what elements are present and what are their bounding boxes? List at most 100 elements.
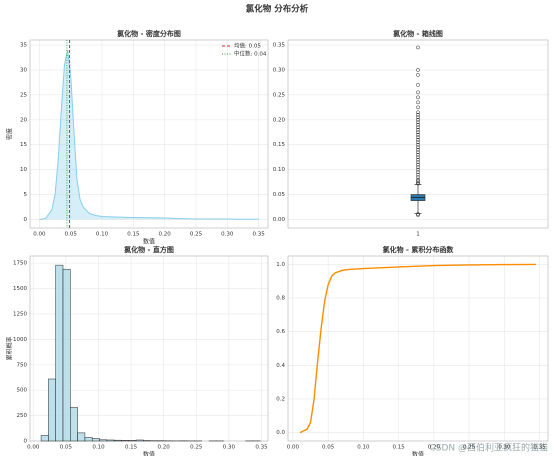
y-tick-label: 0.4 bbox=[276, 363, 285, 369]
histogram-bar bbox=[135, 439, 144, 442]
y-tick-label: 250 bbox=[17, 413, 28, 419]
x-axis-label: 数值 bbox=[143, 451, 155, 456]
subplot-title: 氯化物 - 直方图 bbox=[124, 245, 174, 254]
outlier bbox=[416, 152, 420, 157]
cdf-line bbox=[299, 263, 537, 434]
outlier bbox=[416, 213, 420, 217]
subplot-title: 氯化物 - 累积分布函数 bbox=[383, 245, 455, 254]
x-tick-label: 0.20 bbox=[158, 445, 171, 451]
outlier bbox=[416, 105, 420, 110]
y-tick-label: 0 bbox=[24, 217, 28, 223]
x-tick-label: 0.00 bbox=[287, 445, 300, 451]
y-tick-label: 1500 bbox=[13, 286, 27, 292]
outlier bbox=[416, 127, 420, 132]
outlier bbox=[416, 90, 420, 95]
y-tick-label: 1750 bbox=[13, 261, 27, 267]
outlier bbox=[416, 170, 420, 174]
outlier bbox=[416, 137, 420, 142]
outlier bbox=[416, 73, 420, 77]
subplot-title: 氯化物 - 箱线图 bbox=[393, 29, 443, 38]
y-axis-label: 密度 bbox=[6, 128, 14, 140]
histogram-bar bbox=[99, 439, 108, 442]
outlier bbox=[416, 150, 420, 155]
histogram-bar bbox=[40, 435, 49, 442]
figure-title: 氯化物 分布分析 bbox=[246, 4, 309, 15]
y-tick-label: 0.10 bbox=[273, 167, 286, 173]
y-tick-label: 1250 bbox=[13, 311, 27, 317]
y-tick-label: 0 bbox=[24, 439, 28, 445]
outlier bbox=[416, 167, 420, 172]
y-tick-label: 15 bbox=[20, 142, 27, 148]
y-tick-label: 35 bbox=[20, 42, 27, 48]
y-tick-label: 750 bbox=[17, 362, 28, 368]
y-tick-label: 1000 bbox=[13, 337, 27, 343]
outlier bbox=[416, 172, 420, 177]
x-tick-label: 0.05 bbox=[65, 232, 78, 238]
x-tick-label: 0.10 bbox=[96, 232, 109, 238]
outlier bbox=[416, 135, 420, 140]
y-axis-label: 累积概率 bbox=[6, 336, 14, 360]
y-tick-label: 25 bbox=[20, 92, 27, 98]
y-tick-label: 5 bbox=[24, 192, 28, 198]
density-area bbox=[39, 49, 259, 221]
y-tick-label: 30 bbox=[20, 67, 27, 73]
x-tick-label: 1 bbox=[416, 232, 420, 238]
x-tick-label: 0.05 bbox=[60, 445, 73, 451]
y-tick-label: 0.8 bbox=[276, 296, 285, 302]
x-tick-label: 0.20 bbox=[428, 445, 441, 451]
y-tick-label: 0.2 bbox=[276, 396, 285, 402]
outlier bbox=[416, 175, 420, 179]
histogram-bar bbox=[62, 268, 71, 442]
x-tick-label: 0.00 bbox=[33, 232, 46, 238]
y-tick-label: 10 bbox=[20, 167, 27, 173]
y-tick-label: 0.35 bbox=[273, 42, 286, 48]
outlier bbox=[416, 160, 420, 165]
x-axis-label: 数值 bbox=[412, 451, 424, 456]
outlier bbox=[416, 122, 420, 127]
subplot-title: 氯化物 - 密度分布图 bbox=[117, 29, 181, 38]
y-tick-label: 0.20 bbox=[273, 117, 286, 123]
outlier bbox=[416, 142, 420, 147]
outlier bbox=[416, 181, 420, 186]
histogram-bar bbox=[128, 440, 137, 442]
x-tick-label: 0.35 bbox=[252, 232, 265, 238]
outlier bbox=[416, 140, 420, 145]
x-tick-label: 0.30 bbox=[498, 445, 511, 451]
x-tick-label: 0.15 bbox=[392, 445, 405, 451]
histogram-bar bbox=[121, 440, 129, 442]
outlier bbox=[416, 68, 420, 72]
x-tick-label: 0.30 bbox=[223, 445, 236, 451]
outlier bbox=[416, 112, 420, 117]
x-tick-label: 0.30 bbox=[221, 232, 234, 238]
y-tick-label: 500 bbox=[17, 388, 28, 394]
outlier bbox=[416, 145, 420, 150]
x-tick-label: 0.10 bbox=[357, 445, 370, 451]
outlier bbox=[416, 120, 420, 125]
outlier bbox=[416, 212, 420, 216]
x-tick-label: 0.15 bbox=[125, 445, 138, 451]
x-tick-label: 0.10 bbox=[92, 445, 105, 451]
x-tick-label: 0.35 bbox=[255, 445, 268, 451]
outlier bbox=[416, 83, 420, 87]
outlier bbox=[416, 157, 420, 162]
outlier bbox=[416, 125, 420, 130]
x-tick-label: 0.20 bbox=[159, 232, 172, 238]
x-axis-label: 数值 bbox=[143, 238, 155, 246]
histogram-bar bbox=[113, 439, 122, 442]
histogram-bar bbox=[91, 438, 100, 442]
histogram-bar bbox=[106, 439, 115, 442]
plot-frame bbox=[287, 39, 549, 229]
x-tick-label: 0.25 bbox=[190, 445, 203, 451]
x-tick-label: 0.05 bbox=[322, 445, 335, 451]
y-tick-label: 0.25 bbox=[273, 92, 286, 98]
y-tick-label: 0.05 bbox=[273, 192, 286, 198]
histogram-bar bbox=[77, 432, 86, 442]
y-tick-label: 1.0 bbox=[276, 262, 285, 268]
outlier bbox=[416, 115, 420, 120]
x-tick-label: 0.15 bbox=[127, 232, 140, 238]
x-tick-label: 0.00 bbox=[27, 445, 40, 451]
plot-frame bbox=[29, 39, 269, 229]
legend-label: 均值: 0.05 bbox=[234, 42, 261, 50]
y-tick-label: 20 bbox=[20, 117, 27, 123]
outlier bbox=[416, 110, 420, 115]
